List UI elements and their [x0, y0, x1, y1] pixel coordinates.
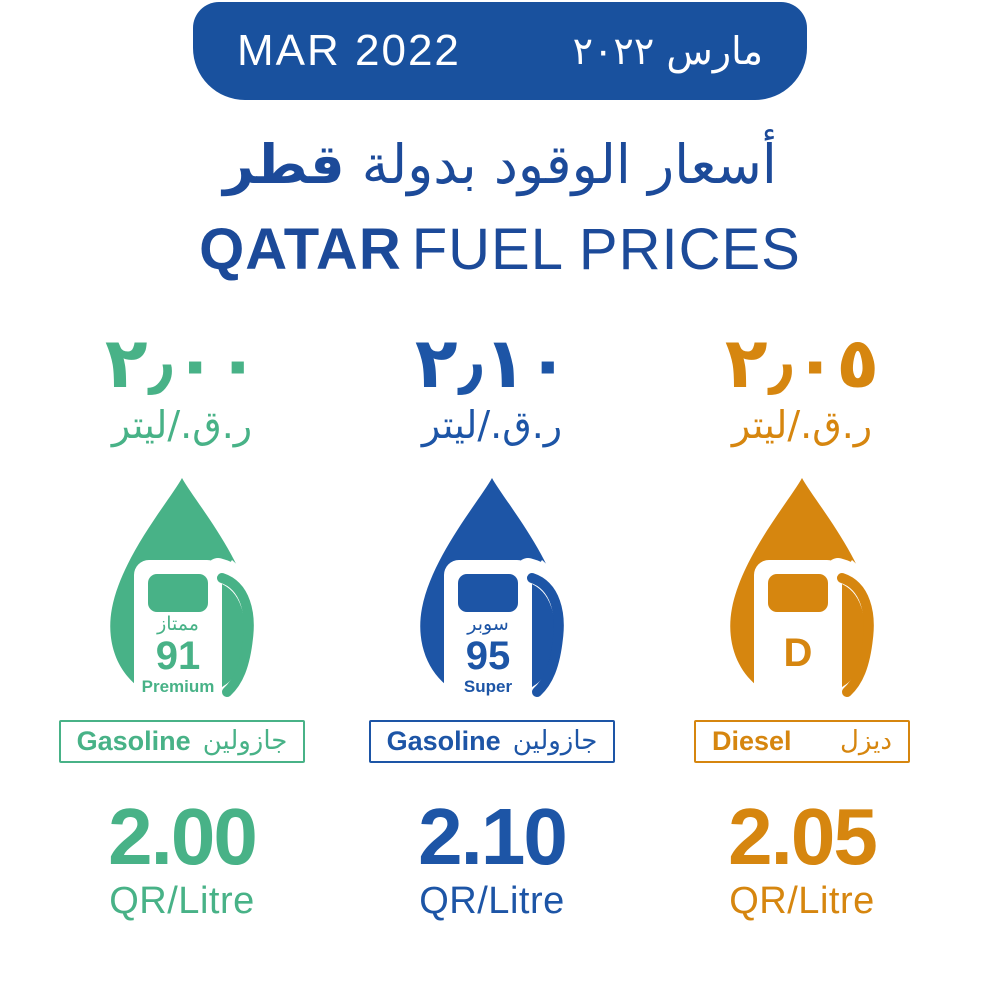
pump-label: ممتاز 91 Premium [134, 612, 222, 696]
fuel-type-badge: Gasoline جازولين [58, 719, 306, 763]
title-english: QATAR FUEL PRICES [0, 218, 1000, 282]
title-arabic: أسعار الوقود بدولة قطر [0, 130, 1000, 200]
fuel-type-badge: Diesel ديزل [694, 719, 910, 763]
pump-label: D [754, 632, 842, 675]
fuel-column-super-95: ٢٫١٠ ر.ق./ليتر سوبر 95 Super Gasoline جا… [352, 325, 632, 922]
badge-arabic: جازولين [202, 726, 288, 757]
pump-label-english: Premium [141, 676, 215, 696]
pump-label-number: 95 [465, 633, 511, 678]
title-english-bold: QATAR [199, 217, 402, 282]
banner-date-ar: مارس ٢٠٢٢ [572, 29, 763, 73]
pump-label-number: D [783, 630, 813, 675]
price-arabic: ٢٫١٠ [414, 322, 570, 404]
price-unit: QR/Litre [729, 879, 875, 922]
price-arabic: ٢٫٠٠ [104, 322, 260, 404]
price-value: 2.05 [728, 791, 878, 881]
badge-english: Gasoline [386, 725, 501, 756]
fuel-column-diesel: ٢٫٠٥ ر.ق./ليتر D Diesel ديزل 2.05 QR/Lit… [662, 325, 942, 922]
badge-english: Gasoline [76, 725, 191, 756]
price-unit: QR/Litre [109, 879, 255, 922]
badge-arabic: جازولين [512, 726, 598, 757]
badge-arabic: ديزل [839, 726, 892, 757]
fuel-column-premium-91: ٢٫٠٠ ر.ق./ليتر ممتاز 91 Premium Gasoline… [42, 325, 322, 922]
fuel-type-badge: Gasoline جازولين [368, 719, 616, 763]
price-unit: QR/Litre [419, 879, 565, 922]
price-value: 2.10 [418, 791, 568, 881]
unit-arabic: ر.ق./ليتر [111, 403, 253, 447]
banner-date-en: MAR 2022 [237, 26, 461, 75]
title-arabic-regular: أسعار الوقود بدولة [361, 133, 777, 196]
unit-arabic: ر.ق./ليتر [421, 403, 563, 447]
badge-english: Diesel [712, 725, 792, 756]
pump-label-number: 91 [155, 633, 201, 678]
pump-label-arabic: سوبر [467, 612, 509, 635]
pump-label: سوبر 95 Super [444, 612, 532, 696]
price-arabic: ٢٫٠٥ [724, 322, 880, 404]
pump-label-arabic: ممتاز [157, 612, 199, 635]
droplet-fuel-pump-icon: D [702, 474, 902, 704]
droplet-fuel-pump-icon: ممتاز 91 Premium [82, 474, 282, 704]
pump-label-english: Super [463, 676, 513, 696]
droplet-fuel-pump-icon: سوبر 95 Super [392, 474, 592, 704]
unit-arabic: ر.ق./ليتر [731, 403, 873, 447]
title-english-regular: FUEL PRICES [411, 217, 801, 282]
header-banner: MAR 2022 مارس ٢٠٢٢ [193, 2, 807, 100]
price-value: 2.00 [108, 791, 258, 881]
title-arabic-bold: قطر [223, 133, 345, 196]
